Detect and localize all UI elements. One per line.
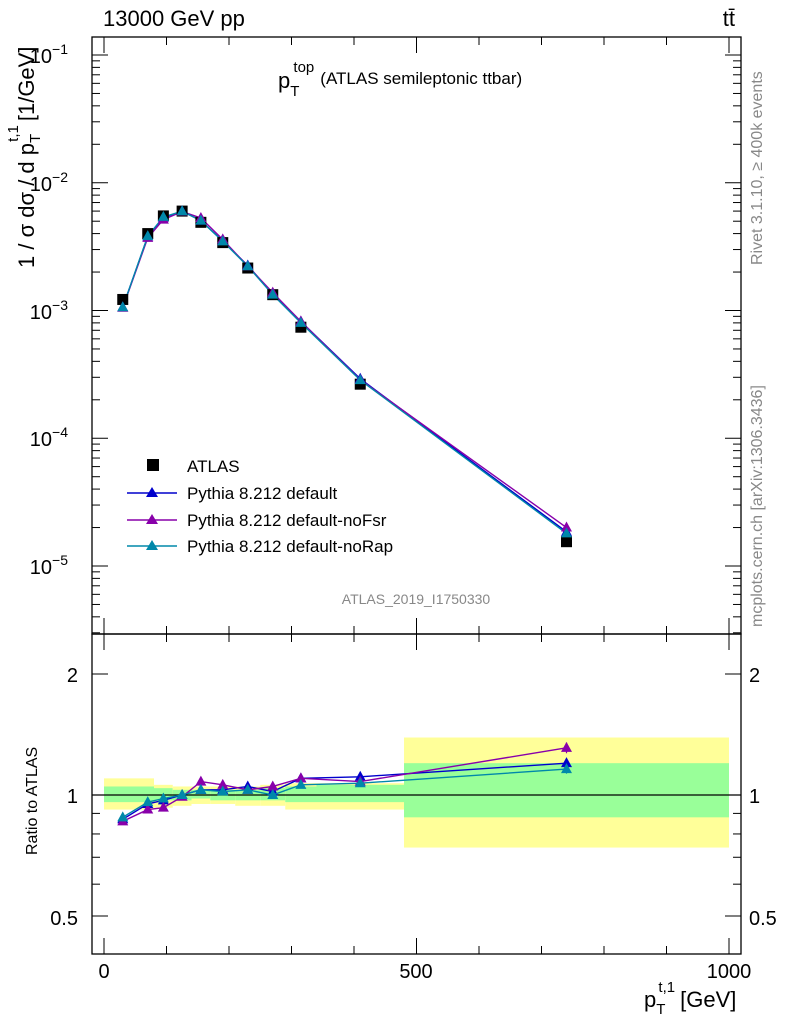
ratio-point-series-2-9	[354, 777, 366, 788]
main-point-series-3-4	[195, 214, 207, 225]
main-point-series-3-1	[142, 230, 154, 241]
axis-ticks	[92, 37, 741, 954]
ratio-point-series-1-4	[195, 775, 207, 786]
ratio-point-series-2-8	[295, 778, 307, 789]
main-point-series-3-10	[561, 527, 572, 538]
legend-marker-default	[146, 487, 158, 497]
ratio-band-stat-0	[104, 786, 154, 803]
ratio-point-series-1-8	[295, 772, 307, 783]
main-point-series-3-6	[242, 260, 254, 271]
x-tick-label-0: 0	[98, 961, 109, 983]
ratio-point-series-2-6	[242, 783, 254, 794]
ratio-tick-label-0.5-left: 0.5	[50, 908, 78, 930]
energy-label: 13000 GeV pp	[103, 6, 245, 31]
main-point-series-2-10	[561, 521, 572, 532]
main-point-series-0-8	[295, 321, 307, 333]
analysis-label: ATLAS_2019_I1750330	[342, 591, 491, 607]
main-point-series-0-9	[354, 378, 366, 390]
ratio-tick-label-2-left: 2	[67, 665, 78, 687]
ratio-point-series-2-10	[561, 763, 572, 774]
ratio-point-series-2-7	[267, 789, 279, 799]
main-point-series-3-0	[117, 301, 129, 312]
main-y-tick-labels: 10−1 10−2 10−3 10−4 10−5	[30, 41, 68, 579]
ratio-point-series-2-4	[195, 783, 207, 794]
y-tick-label-1e-3: 10−3	[30, 297, 68, 324]
y-tick-label-1e-2: 10−2	[30, 169, 68, 196]
main-point-series-3-3	[176, 205, 188, 216]
ratio-point-series-1-7	[267, 780, 279, 791]
x-tick-label-500: 500	[399, 961, 432, 983]
process-label: tt̄	[723, 6, 735, 31]
y-tick-label-1e-4: 10−4	[30, 424, 68, 451]
main-line-series-2	[122, 210, 567, 529]
ratio-y-tick-labels: 0.5 1 2 0.5 1 2	[50, 665, 777, 930]
ratio-point-series-1-10	[561, 741, 572, 752]
ratio-point-series-2-3	[176, 789, 188, 799]
x-tick-label-1000: 1000	[707, 961, 752, 983]
ratio-point-series-2-0	[117, 811, 129, 822]
ratio-y-axis-title: Ratio to ATLAS	[24, 747, 41, 855]
y-tick-label-1e-1: 10−1	[30, 41, 68, 68]
ratio-point-series-2-1	[142, 796, 154, 807]
legend-label-atlas: ATLAS	[187, 457, 240, 476]
main-panel-series	[117, 205, 572, 548]
ratio-point-series-0-10	[561, 757, 572, 768]
legend-marker-nofsr	[146, 514, 158, 524]
rivet-version-label: Rivet 3.1.10, ≥ 400k events	[749, 71, 766, 265]
legend: ATLAS Pythia 8.212 default Pythia 8.212 …	[127, 457, 393, 556]
ratio-point-series-1-2	[157, 801, 169, 812]
ratio-panel-series	[117, 741, 572, 826]
ratio-point-series-2-2	[157, 792, 169, 803]
ratio-tick-label-0.5-right: 0.5	[749, 908, 777, 930]
x-tick-labels: 0 500 1000	[98, 961, 751, 983]
y-tick-label-1e-5: 10−5	[30, 552, 68, 579]
mcplots-label: mcplots.cern.ch [arXiv:1306.3436]	[749, 385, 766, 627]
ratio-point-series-2-5	[217, 785, 229, 796]
ratio-tick-label-1-left: 1	[67, 786, 78, 808]
ratio-band-stat-7	[285, 786, 317, 803]
main-point-series-3-9	[354, 374, 366, 385]
legend-label-nofsr: Pythia 8.212 default-noFsr	[187, 511, 387, 530]
main-y-axis-title: 1 / σ dσ / d pTt,1[1/GeV]	[5, 47, 44, 268]
x-axis-title: pTt,1 [GeV]	[644, 979, 736, 1018]
main-point-series-3-5	[217, 235, 229, 246]
main-point-series-3-8	[295, 316, 307, 327]
main-point-series-0-0	[117, 293, 129, 305]
main-point-series-3-2	[157, 210, 169, 221]
ratio-tick-label-1-right: 1	[749, 786, 760, 808]
main-point-series-0-10	[561, 536, 572, 548]
ratio-point-series-1-1	[142, 803, 154, 814]
ratio-band-stat-3	[191, 789, 211, 799]
ratio-point-series-1-5	[217, 778, 229, 789]
legend-marker-norap	[146, 540, 158, 550]
plot-title: pTtop(ATLAS semileptonic ttbar)	[278, 59, 522, 100]
legend-marker-atlas	[147, 459, 159, 471]
ratio-band-stat-8	[316, 784, 404, 803]
main-point-series-3-7	[267, 288, 279, 299]
legend-label-norap: Pythia 8.212 default-noRap	[187, 537, 393, 556]
legend-label-default: Pythia 8.212 default	[187, 484, 338, 503]
ratio-tick-label-2-right: 2	[749, 665, 760, 687]
